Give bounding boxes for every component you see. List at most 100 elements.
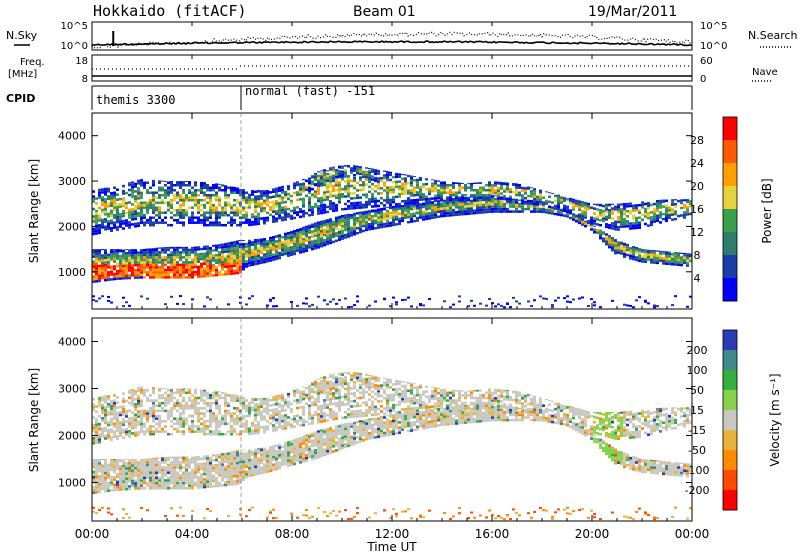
velocity-cell [200, 407, 203, 410]
velocity-cell [209, 432, 212, 436]
velocity-cell [176, 471, 179, 475]
power-cell [248, 246, 251, 250]
power-cell [149, 258, 152, 262]
power-cell [326, 220, 329, 223]
power-cell [305, 234, 308, 237]
velocity-cell [170, 479, 173, 482]
velocity-cell [125, 482, 128, 486]
power-cell [173, 256, 176, 259]
power-cell [557, 198, 560, 201]
power-cell [305, 179, 308, 183]
power-cell [407, 192, 410, 195]
power-cell [521, 194, 524, 197]
power-cell [209, 211, 212, 214]
power-cell [218, 211, 221, 214]
power-cell [218, 201, 221, 204]
velocity-cell [173, 471, 176, 475]
power-cell [458, 205, 461, 209]
velocity-cell [230, 412, 233, 415]
power-cell [212, 186, 215, 189]
power-cell [449, 193, 452, 197]
velocity-cell [146, 409, 149, 413]
power-cell [281, 216, 284, 219]
power-cell [176, 218, 179, 222]
power-cell [656, 216, 659, 220]
velocity-cell [98, 415, 101, 418]
power-cell [125, 221, 128, 225]
power-cell [218, 271, 221, 274]
power-cell [362, 175, 365, 179]
power-cell [281, 236, 284, 239]
power-cell [491, 200, 494, 203]
power-cell [128, 201, 131, 204]
power-speckle [266, 304, 269, 307]
power-cell [173, 258, 176, 262]
velocity-cell [116, 488, 119, 491]
power-cell [548, 211, 551, 215]
power-cell [524, 197, 527, 200]
freq-left-tick-top: 18 [75, 56, 88, 67]
velocity-cell [176, 486, 179, 490]
velocity-cell [128, 435, 131, 438]
power-speckle [383, 297, 386, 300]
power-cell [152, 251, 155, 254]
power-cell [158, 208, 161, 212]
power-cell [146, 266, 149, 269]
power-cell [95, 260, 98, 263]
power-cell [620, 252, 623, 255]
velocity-cell [203, 472, 206, 476]
power-cell [338, 186, 341, 189]
power-cell [677, 253, 680, 257]
power-cell [194, 260, 197, 264]
power-cell [215, 273, 218, 277]
power-cell [296, 228, 299, 230]
velocity-cell [272, 445, 275, 448]
power-cell [290, 194, 293, 198]
power-cell [371, 187, 374, 191]
velocity-cell [107, 428, 110, 432]
power-cell [395, 208, 398, 211]
power-cell [290, 202, 293, 205]
power-cell [335, 217, 338, 220]
power-cell [572, 208, 575, 211]
power-cell [620, 225, 623, 229]
power-speckle [410, 305, 413, 308]
power-cell [182, 248, 185, 252]
power-cell [320, 242, 323, 245]
power-cell [104, 271, 107, 274]
power-cell [188, 253, 191, 257]
velocity-speckle [170, 507, 173, 510]
velocity-cell [194, 430, 197, 433]
power-cell [572, 213, 575, 216]
power-cell [296, 181, 299, 184]
velocity-cell [170, 419, 173, 423]
velocity-cell [164, 484, 167, 487]
power-cell [257, 202, 260, 206]
velocity-cell [227, 460, 230, 463]
power-cell [125, 276, 128, 280]
power-speckle [686, 305, 689, 308]
power-cell [308, 241, 311, 244]
velocity-cell [263, 465, 266, 469]
power-cell [152, 253, 155, 257]
velocity-cell [191, 401, 194, 405]
velocity-cell [221, 463, 224, 466]
power-cell [206, 184, 209, 187]
velocity-cell [215, 458, 218, 462]
velocity-cell [155, 427, 158, 431]
power-cell [653, 207, 656, 211]
power-cell [374, 226, 377, 230]
velocity-cell [275, 460, 278, 463]
power-cell [395, 203, 398, 206]
velocity-cell [266, 420, 269, 423]
colorbar-tick-label: 28 [690, 134, 704, 147]
velocity-cell [182, 396, 185, 400]
cpid-segment-2: normal (fast) -151 [245, 84, 375, 98]
power-cell [665, 262, 668, 265]
power-cell [320, 220, 323, 223]
power-cell [215, 198, 218, 202]
power-cell [353, 169, 356, 172]
power-cell [122, 254, 125, 258]
velocity-cell [197, 419, 200, 423]
velocity-cell [95, 436, 98, 439]
